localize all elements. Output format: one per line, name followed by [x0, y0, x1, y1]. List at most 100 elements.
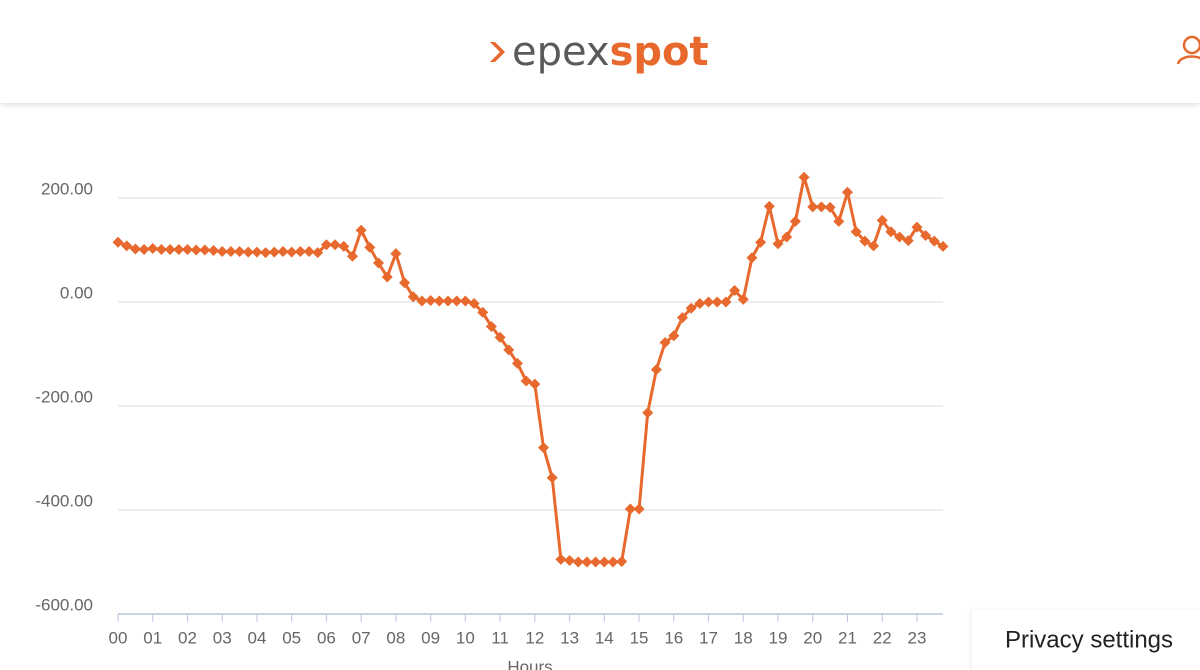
y-tick-label: -200.00 — [35, 387, 93, 406]
data-point — [442, 295, 454, 307]
data-point — [338, 240, 350, 252]
x-tick-label: 00 — [109, 628, 128, 647]
data-point — [789, 215, 801, 227]
x-tick-label: 05 — [282, 628, 301, 647]
data-point — [676, 312, 688, 324]
data-point — [407, 291, 419, 303]
data-point — [694, 298, 706, 310]
data-point — [468, 298, 480, 310]
data-point — [129, 243, 141, 255]
data-point — [286, 246, 298, 258]
y-tick-label: 200.00 — [41, 179, 93, 198]
data-point — [607, 556, 619, 568]
data-point — [815, 201, 827, 213]
data-point — [859, 235, 871, 247]
x-tick-label: 09 — [421, 628, 440, 647]
x-tick-label: 21 — [838, 628, 857, 647]
data-point — [798, 171, 810, 183]
x-axis-label: Hours — [507, 657, 552, 670]
y-tick-label: 0.00 — [60, 283, 93, 302]
data-point — [294, 246, 306, 258]
data-point — [451, 295, 463, 307]
data-point — [650, 364, 662, 376]
data-point — [937, 240, 949, 252]
data-point — [781, 231, 793, 243]
data-point — [511, 357, 523, 369]
data-point — [416, 295, 428, 307]
data-point — [642, 407, 654, 419]
data-point — [746, 252, 758, 264]
data-point — [216, 246, 228, 258]
data-point — [121, 240, 133, 252]
x-tick-label: 06 — [317, 628, 336, 647]
x-tick-label: 19 — [769, 628, 788, 647]
y-tick-label: -400.00 — [35, 491, 93, 510]
x-tick-label: 17 — [699, 628, 718, 647]
x-tick-label: 20 — [803, 628, 822, 647]
data-point — [520, 375, 532, 387]
privacy-settings[interactable]: Privacy settings — [1005, 626, 1173, 653]
x-tick-label: 23 — [907, 628, 926, 647]
data-point — [225, 246, 237, 258]
data-point — [373, 257, 385, 269]
data-point — [173, 243, 185, 255]
x-tick-label: 13 — [560, 628, 579, 647]
data-point — [876, 214, 888, 226]
x-tick-label: 07 — [352, 628, 371, 647]
data-point — [477, 306, 489, 318]
data-point — [320, 239, 332, 251]
user-icon[interactable] — [1176, 35, 1200, 65]
data-point — [147, 242, 159, 254]
logo-epex: epex — [512, 29, 610, 75]
data-point — [920, 229, 932, 241]
data-point — [190, 244, 202, 256]
logo-spot: spot — [610, 29, 709, 75]
data-point — [459, 295, 471, 307]
header-bar — [0, 0, 1200, 103]
logo[interactable]: epexspot — [512, 29, 709, 75]
data-point — [833, 215, 845, 227]
data-point — [772, 238, 784, 250]
y-tick-label: -600.00 — [35, 595, 93, 614]
data-point — [807, 201, 819, 213]
x-tick-label: 16 — [664, 628, 683, 647]
data-point — [181, 243, 193, 255]
data-point — [911, 221, 923, 233]
data-point — [928, 235, 940, 247]
data-point — [425, 294, 437, 306]
data-point — [581, 556, 593, 568]
data-point — [894, 231, 906, 243]
data-point — [885, 226, 897, 238]
chart: -600.00 -400.00 -200.00 0.00 200.00 00 01 02 03 0… — [35, 171, 949, 670]
data-point — [399, 277, 411, 289]
data-point — [633, 503, 645, 515]
data-point — [841, 186, 853, 198]
x-tick-label: 08 — [386, 628, 405, 647]
x-tick-label: 03 — [213, 628, 232, 647]
x-tick-label: 18 — [734, 628, 753, 647]
data-point — [390, 248, 402, 260]
data-point — [616, 555, 628, 567]
data-point — [260, 247, 272, 259]
x-tick-label: 22 — [873, 628, 892, 647]
logo-arrow — [490, 42, 505, 62]
data-point — [737, 293, 749, 305]
price-line — [117, 175, 944, 564]
data-point — [685, 302, 697, 314]
data-point — [208, 245, 220, 257]
data-point — [529, 378, 541, 390]
data-point — [355, 224, 367, 236]
data-point — [546, 472, 558, 484]
data-point — [590, 556, 602, 568]
data-point — [346, 250, 358, 262]
data-point — [624, 503, 636, 515]
data-point — [485, 320, 497, 332]
data-point — [164, 243, 176, 255]
data-point — [850, 226, 862, 238]
data-point — [711, 296, 723, 308]
data-point — [199, 244, 211, 256]
data-point — [138, 243, 150, 255]
data-point — [251, 246, 263, 258]
